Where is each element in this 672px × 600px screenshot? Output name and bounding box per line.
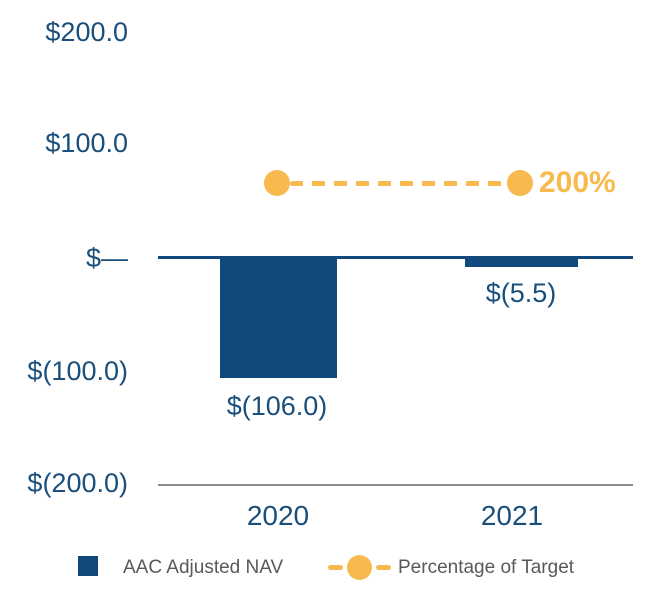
zero-axis-line [158, 256, 633, 259]
x-axis-tick-2021: 2021 [480, 500, 544, 531]
line-marker-2020 [264, 170, 290, 196]
bar-2020-aac-adjusted-nav [220, 258, 337, 378]
y-axis-tick-200: $200.0 [45, 17, 128, 47]
legend-label-percentage-of-target: Percentage of Target [398, 557, 575, 578]
legend-swatch-bar-series [78, 556, 98, 576]
bar-data-label-2021: $(5.5) [485, 278, 557, 308]
y-axis-tick-zero: $— [85, 243, 128, 273]
bar-data-label-2020: $(106.0) [226, 391, 328, 421]
legend-dash-right-icon [376, 565, 391, 570]
bar-2021-aac-adjusted-nav [465, 258, 578, 267]
y-axis-tick-neg100: $(100.0) [27, 356, 128, 386]
x-axis-tick-2020: 2020 [246, 500, 310, 531]
y-axis-tick-neg200: $(200.0) [27, 468, 128, 498]
bottom-axis-line [158, 484, 633, 486]
percentage-target-dashed-line [290, 181, 507, 186]
legend-dash-left-icon [328, 565, 343, 570]
line-marker-2021 [507, 170, 533, 196]
legend-label-aac-adjusted-nav: AAC Adjusted NAV [123, 557, 284, 578]
percentage-target-data-label: 200% [539, 166, 616, 199]
legend-circle-marker-icon [347, 555, 372, 580]
y-axis-tick-100: $100.0 [45, 128, 128, 158]
